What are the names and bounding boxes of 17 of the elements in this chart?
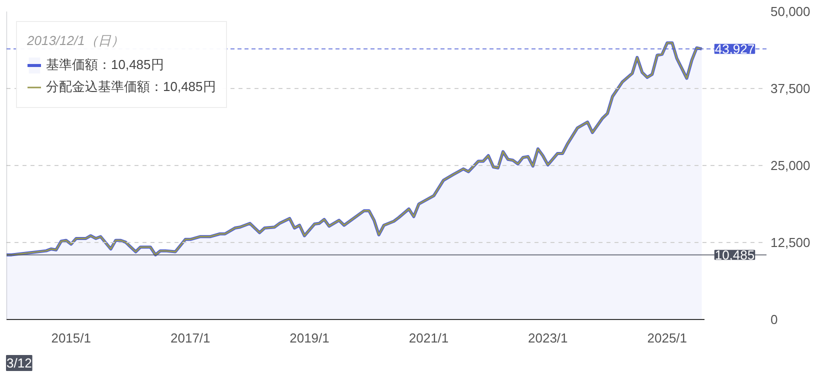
y-tick-label: 25,000 (770, 158, 810, 173)
legend-label: 分配金込基準価額：10,485円 (46, 78, 216, 96)
y-tick-label: 0 (770, 312, 778, 327)
ref-line-label: 43,927 (714, 41, 755, 56)
legend-title: 2013/12/1（日） (27, 32, 125, 50)
y-tick-label: 50,000 (770, 4, 810, 19)
x-tick-label: 2025/1 (647, 330, 688, 346)
legend-label: 基準価額：10,485円 (46, 56, 164, 74)
y-tick-label: 37,500 (770, 81, 810, 96)
x-tick-label: 2015/1 (51, 330, 91, 346)
x-tick-label: 2023/1 (528, 330, 568, 346)
x-tick-label: 2017/1 (170, 330, 210, 346)
x-tick-label: 2021/1 (408, 330, 449, 346)
ref-line-label: 10,485 (714, 247, 755, 262)
y-tick-label: 12,500 (770, 235, 810, 250)
ref-line-label: 3/12 (6, 356, 32, 370)
x-tick-label: 2019/1 (290, 330, 330, 346)
